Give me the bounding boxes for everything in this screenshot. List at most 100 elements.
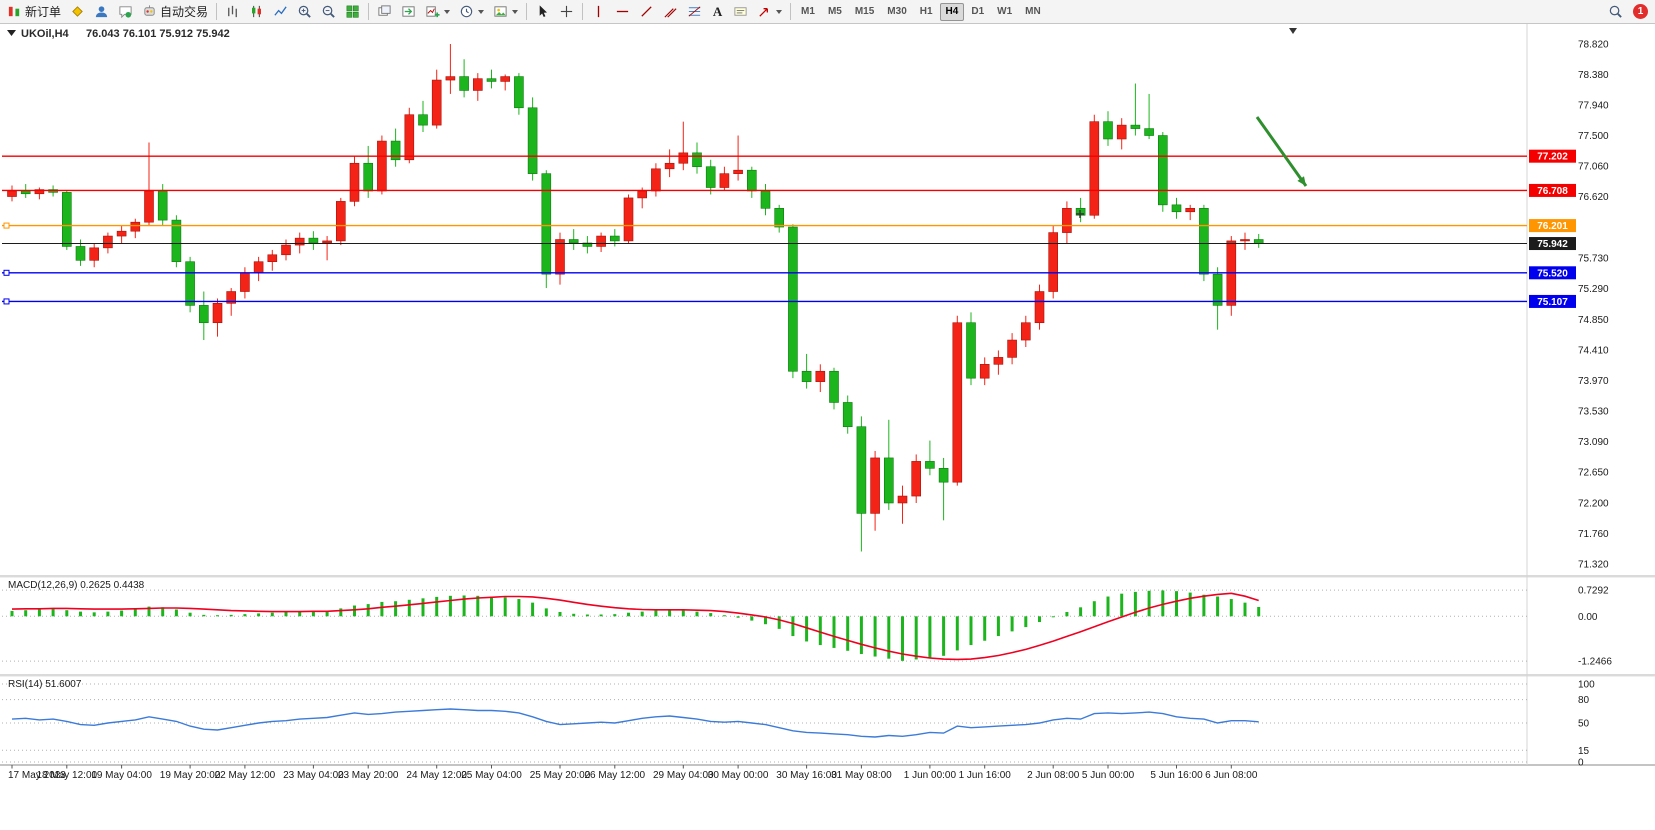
- zoom-in-icon: [298, 5, 311, 18]
- horizontal-line-icon: [616, 10, 629, 13]
- periods-button[interactable]: [455, 1, 488, 22]
- vertical-line-tool-button[interactable]: [587, 1, 610, 22]
- new-order-icon: [8, 6, 20, 17]
- svg-text:30 May 00:00: 30 May 00:00: [708, 770, 769, 781]
- price-axis[interactable]: 78.820 78.380 77.940 77.500 77.060 76.620 75.7…: [1578, 40, 1612, 769]
- notification-badge[interactable]: 1: [1633, 4, 1648, 19]
- market-watch-button[interactable]: [90, 1, 113, 22]
- svg-text:75.290: 75.290: [1578, 284, 1609, 295]
- chevron-down-icon: [512, 9, 519, 14]
- toolbar-right: 1: [1604, 1, 1652, 22]
- chart-symbol-label[interactable]: UKOil,H4: [21, 28, 70, 40]
- new-chart-button[interactable]: [421, 1, 454, 22]
- text-label-tool-button[interactable]: [729, 1, 752, 22]
- new-order-label: 新订单: [25, 5, 62, 19]
- autoscroll-button[interactable]: [397, 1, 420, 22]
- timeframe-m15-button[interactable]: M15: [849, 3, 880, 21]
- chevron-down-icon: [444, 9, 451, 14]
- text-tool-button[interactable]: A: [707, 1, 728, 22]
- trendline-tool-button[interactable]: [635, 1, 658, 22]
- svg-text:72.650: 72.650: [1578, 467, 1609, 478]
- arrange-windows-icon: [378, 5, 391, 16]
- svg-text:78.820: 78.820: [1578, 40, 1609, 51]
- cursor-icon: [539, 5, 548, 18]
- arrow-tools-button[interactable]: [753, 1, 786, 22]
- plus-marker: [1076, 210, 1084, 218]
- chart-shift-marker[interactable]: [1289, 28, 1297, 34]
- svg-text:1 Jun 00:00: 1 Jun 00:00: [904, 770, 957, 781]
- rsi-label: RSI(14) 51.6007: [8, 679, 82, 690]
- candlestick-chart-icon: [252, 5, 262, 18]
- svg-text:75.520: 75.520: [1537, 268, 1568, 279]
- new-order-button[interactable]: 新订单: [3, 1, 65, 22]
- timeframe-m1-button[interactable]: M1: [795, 3, 821, 21]
- zoom-in-button[interactable]: [293, 1, 316, 22]
- svg-text:5 Jun 00:00: 5 Jun 00:00: [1082, 770, 1135, 781]
- timeframe-m30-button[interactable]: M30: [881, 3, 912, 21]
- channel-tool-button[interactable]: [659, 1, 682, 22]
- data-window-button[interactable]: [114, 1, 137, 22]
- line-chart-button[interactable]: [269, 1, 292, 22]
- zoom-out-button[interactable]: [317, 1, 340, 22]
- timeframe-w1-button[interactable]: W1: [991, 3, 1018, 21]
- chart-area[interactable]: UKOil,H4 76.043 76.101 75.912 75.942 77.…: [0, 24, 1655, 830]
- tile-windows-button[interactable]: [341, 1, 364, 22]
- templates-button[interactable]: [489, 1, 522, 22]
- text-tool-icon: A: [712, 4, 723, 19]
- toolbar-separator: [526, 3, 528, 20]
- fibonacci-tool-button[interactable]: [683, 1, 706, 22]
- svg-text:74.850: 74.850: [1578, 315, 1609, 326]
- autoscroll-icon: [402, 6, 415, 17]
- bar-chart-button[interactable]: [221, 1, 244, 22]
- svg-text:77.060: 77.060: [1578, 162, 1609, 173]
- horizontal-line-tool-button[interactable]: [611, 1, 634, 22]
- svg-text:6 Jun 08:00: 6 Jun 08:00: [1205, 770, 1258, 781]
- cursor-button[interactable]: [531, 1, 554, 22]
- svg-text:77.202: 77.202: [1537, 152, 1568, 163]
- svg-text:73.530: 73.530: [1578, 406, 1609, 417]
- svg-text:80: 80: [1578, 695, 1590, 706]
- svg-text:0: 0: [1578, 758, 1584, 769]
- timeframe-mn-button[interactable]: MN: [1019, 3, 1047, 21]
- svg-text:30 May 16:00: 30 May 16:00: [776, 770, 837, 781]
- svg-text:75.942: 75.942: [1537, 239, 1568, 250]
- crosshair-icon: [560, 5, 573, 18]
- arrange-windows-button[interactable]: [373, 1, 396, 22]
- candles: [7, 44, 1264, 552]
- panel-separators: [0, 24, 1655, 766]
- auto-trading-button[interactable]: 自动交易: [138, 1, 212, 22]
- line-chart-icon: [274, 6, 287, 16]
- text-label-icon: [734, 7, 747, 16]
- timeframe-h1-button[interactable]: H1: [914, 3, 939, 21]
- timeframe-h4-button[interactable]: H4: [939, 2, 965, 21]
- svg-text:74.410: 74.410: [1578, 345, 1609, 356]
- timeframe-d1-button[interactable]: D1: [965, 3, 990, 21]
- svg-text:-1.2466: -1.2466: [1578, 657, 1612, 668]
- trendline-icon: [641, 6, 652, 17]
- toolbar-separator: [368, 3, 370, 20]
- annotations[interactable]: [1076, 116, 1308, 218]
- svg-text:23 May 04:00: 23 May 04:00: [283, 770, 344, 781]
- price-lines[interactable]: 77.202 76.708 76.201 75.942 75.520 75.107: [2, 149, 1576, 308]
- zoom-out-icon: [322, 5, 335, 18]
- gold-button[interactable]: [66, 1, 89, 22]
- svg-text:0.7292: 0.7292: [1578, 586, 1609, 597]
- crosshair-button[interactable]: [555, 1, 578, 22]
- svg-text:78.380: 78.380: [1578, 70, 1609, 81]
- chart-menu-icon[interactable]: [7, 30, 16, 36]
- candlestick-chart-button[interactable]: [245, 1, 268, 22]
- svg-text:75.107: 75.107: [1537, 297, 1568, 308]
- chevron-down-icon: [478, 9, 485, 14]
- toolbar-separator: [216, 3, 218, 20]
- svg-text:76.708: 76.708: [1537, 186, 1568, 197]
- timeframe-m5-button[interactable]: M5: [822, 3, 848, 21]
- toolbar-separator: [582, 3, 584, 20]
- new-chart-icon: [426, 6, 440, 18]
- svg-text:24 May 12:00: 24 May 12:00: [406, 770, 467, 781]
- search-button[interactable]: [1604, 1, 1627, 22]
- equidistant-channel-icon: [664, 8, 677, 18]
- chat-icon: [119, 6, 132, 19]
- svg-text:1 Jun 16:00: 1 Jun 16:00: [959, 770, 1012, 781]
- svg-text:25 May 04:00: 25 May 04:00: [461, 770, 522, 781]
